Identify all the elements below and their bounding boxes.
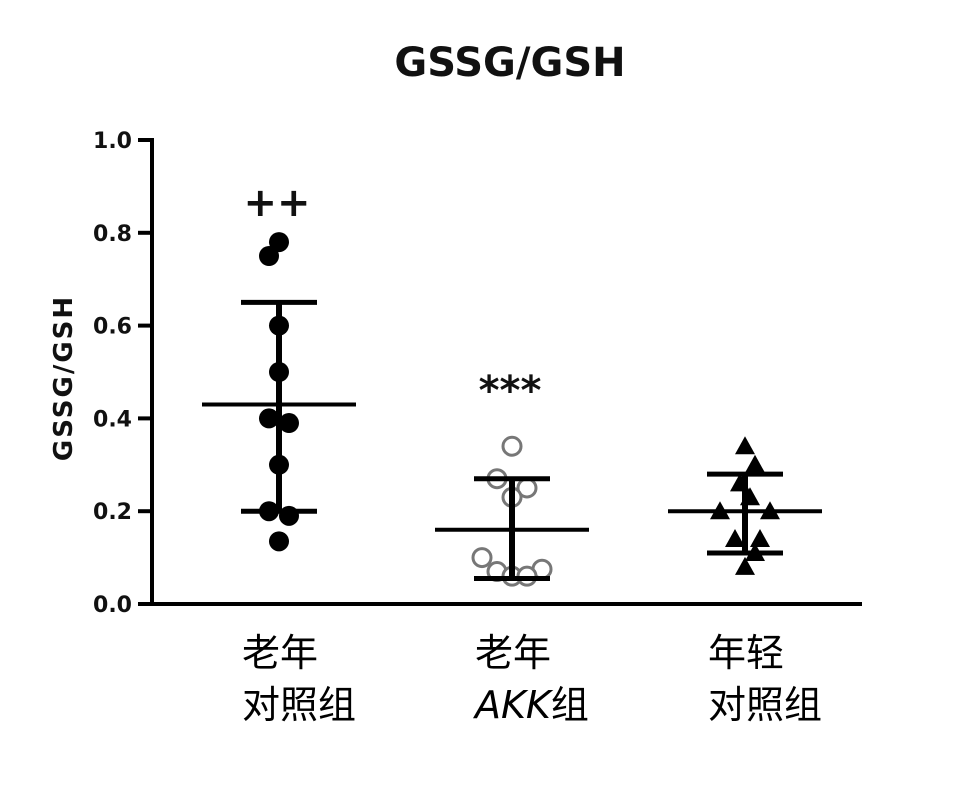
data-point xyxy=(269,232,289,253)
data-point xyxy=(750,529,770,548)
significance-annotation: ++ xyxy=(243,180,310,226)
category-label-line2: 对照组 xyxy=(708,683,822,727)
data-point xyxy=(471,547,493,569)
data-point xyxy=(725,529,745,548)
y-tick-label: 0.4 xyxy=(93,407,132,432)
data-point xyxy=(735,436,755,455)
y-tick-label: 1.0 xyxy=(93,129,132,154)
data-point xyxy=(501,435,523,457)
group-3 xyxy=(668,436,822,575)
data-point xyxy=(259,246,279,266)
category-label-rest: 组 xyxy=(551,683,589,727)
data-point xyxy=(735,556,755,575)
category-label-line2: AKK组 xyxy=(472,683,589,727)
category-label-italic: AKK xyxy=(472,683,554,727)
category-label-line2: 对照组 xyxy=(242,683,356,727)
category-label-line1: 老年 xyxy=(242,631,318,675)
category-label-line1: 老年 xyxy=(475,631,551,675)
significance-annotation: *** xyxy=(479,368,542,414)
category-label-line1: 年轻 xyxy=(708,631,784,675)
y-ticks: 0.0 0.2 0.4 0.6 0.8 1.0 xyxy=(93,129,152,618)
y-axis-label: GSSG/GSH xyxy=(49,295,79,461)
data-point xyxy=(269,531,289,552)
y-tick-label: 0.0 xyxy=(93,593,132,618)
group-1: ++ xyxy=(202,180,356,552)
data-point xyxy=(259,408,279,429)
y-tick-label: 0.2 xyxy=(93,500,132,525)
data-point xyxy=(279,413,299,434)
group-2: *** xyxy=(435,368,589,587)
y-tick-label: 0.6 xyxy=(93,315,132,340)
data-groups: ++ *** xyxy=(202,180,822,587)
chart-title: GSSG/GSH xyxy=(394,40,625,86)
data-point xyxy=(745,454,765,473)
y-tick-label: 0.8 xyxy=(93,222,132,247)
